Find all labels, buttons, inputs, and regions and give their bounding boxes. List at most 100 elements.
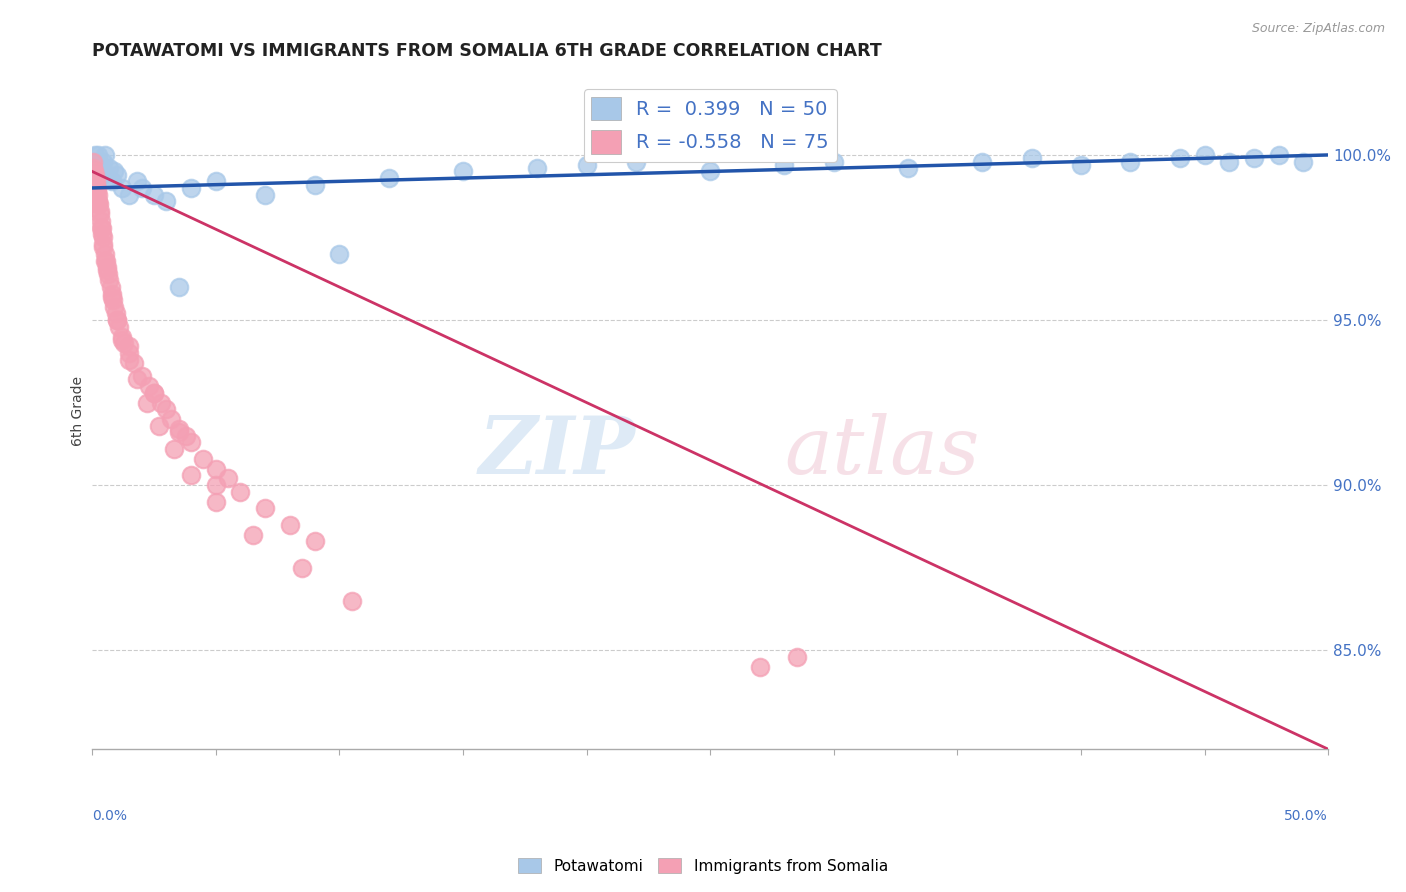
Point (1218, 154, 1240, 169)
Point (131, 181, 153, 195)
Point (87, 197, 110, 211)
Point (125, 174, 148, 188)
Point (90, 164, 112, 178)
Point (167, 422, 190, 436)
Point (83, 154, 105, 169)
Point (163, 442, 186, 456)
Point (84, 161, 107, 176)
Point (378, 171, 401, 186)
Point (167, 280, 190, 294)
Text: atlas: atlas (785, 413, 980, 491)
Point (90, 220, 112, 235)
Point (897, 161, 920, 176)
Point (90, 214, 112, 228)
Point (86, 181, 108, 195)
Point (82, 161, 104, 176)
Point (118, 187, 141, 202)
Text: ZIP: ZIP (479, 413, 636, 491)
Point (138, 379, 160, 393)
Point (100, 280, 122, 294)
Point (103, 300, 125, 314)
Point (304, 178, 326, 192)
Point (101, 286, 124, 301)
Text: 50.0%: 50.0% (1285, 808, 1329, 822)
Point (87, 161, 110, 176)
Point (193, 451, 215, 466)
Point (526, 161, 548, 176)
Point (84, 181, 107, 195)
Point (254, 187, 277, 202)
Point (180, 181, 202, 195)
Point (148, 418, 170, 433)
Point (91, 230, 114, 244)
Point (970, 154, 993, 169)
Point (87, 194, 110, 209)
Point (204, 461, 226, 475)
Point (89, 207, 111, 221)
Point (86, 164, 108, 178)
Point (1070, 158, 1092, 172)
Point (83, 164, 105, 178)
Point (89, 158, 111, 172)
Point (97, 267, 120, 281)
Point (180, 468, 202, 483)
Point (112, 336, 135, 351)
Point (160, 412, 183, 426)
Point (98, 161, 121, 176)
Point (125, 372, 148, 386)
Point (242, 527, 264, 541)
Point (1243, 151, 1265, 165)
Point (96, 263, 118, 277)
Point (699, 164, 721, 178)
Point (155, 402, 177, 417)
Point (131, 369, 153, 384)
Point (87, 154, 110, 169)
Point (180, 435, 202, 450)
Point (143, 385, 166, 400)
Point (1168, 151, 1191, 165)
Point (111, 333, 134, 347)
Point (118, 346, 141, 360)
Point (86, 187, 108, 202)
Point (91, 237, 114, 252)
Point (86, 148, 108, 162)
Point (204, 478, 226, 492)
Point (823, 154, 845, 169)
Point (624, 154, 647, 169)
Point (111, 181, 134, 195)
Point (101, 174, 124, 188)
Point (254, 501, 277, 516)
Point (91, 168, 114, 182)
Point (90, 220, 112, 235)
Point (748, 659, 770, 673)
Point (291, 560, 314, 574)
Point (108, 319, 131, 334)
Point (91, 154, 114, 169)
Point (93, 253, 115, 268)
Point (82, 164, 104, 178)
Point (204, 174, 226, 188)
Point (105, 313, 128, 327)
Point (89, 204, 111, 219)
Point (773, 158, 796, 172)
Legend: Potawatomi, Immigrants from Somalia: Potawatomi, Immigrants from Somalia (512, 852, 894, 880)
Point (1021, 151, 1043, 165)
Legend: R =  0.399   N = 50, R = -0.558   N = 75: R = 0.399 N = 50, R = -0.558 N = 75 (583, 89, 837, 161)
Point (96, 260, 118, 275)
Point (786, 649, 808, 664)
Text: Source: ZipAtlas.com: Source: ZipAtlas.com (1251, 22, 1385, 36)
Point (98, 273, 121, 287)
Point (96, 171, 118, 186)
Point (87, 197, 110, 211)
Point (575, 158, 598, 172)
Point (118, 339, 141, 353)
Text: POTAWATOMI VS IMMIGRANTS FROM SOMALIA 6TH GRADE CORRELATION CHART: POTAWATOMI VS IMMIGRANTS FROM SOMALIA 6T… (93, 42, 882, 60)
Point (150, 395, 173, 409)
Point (93, 148, 115, 162)
Point (340, 593, 363, 607)
Point (104, 306, 127, 320)
Point (1194, 148, 1216, 162)
Point (111, 329, 134, 343)
Point (84, 174, 107, 188)
Point (204, 494, 226, 508)
